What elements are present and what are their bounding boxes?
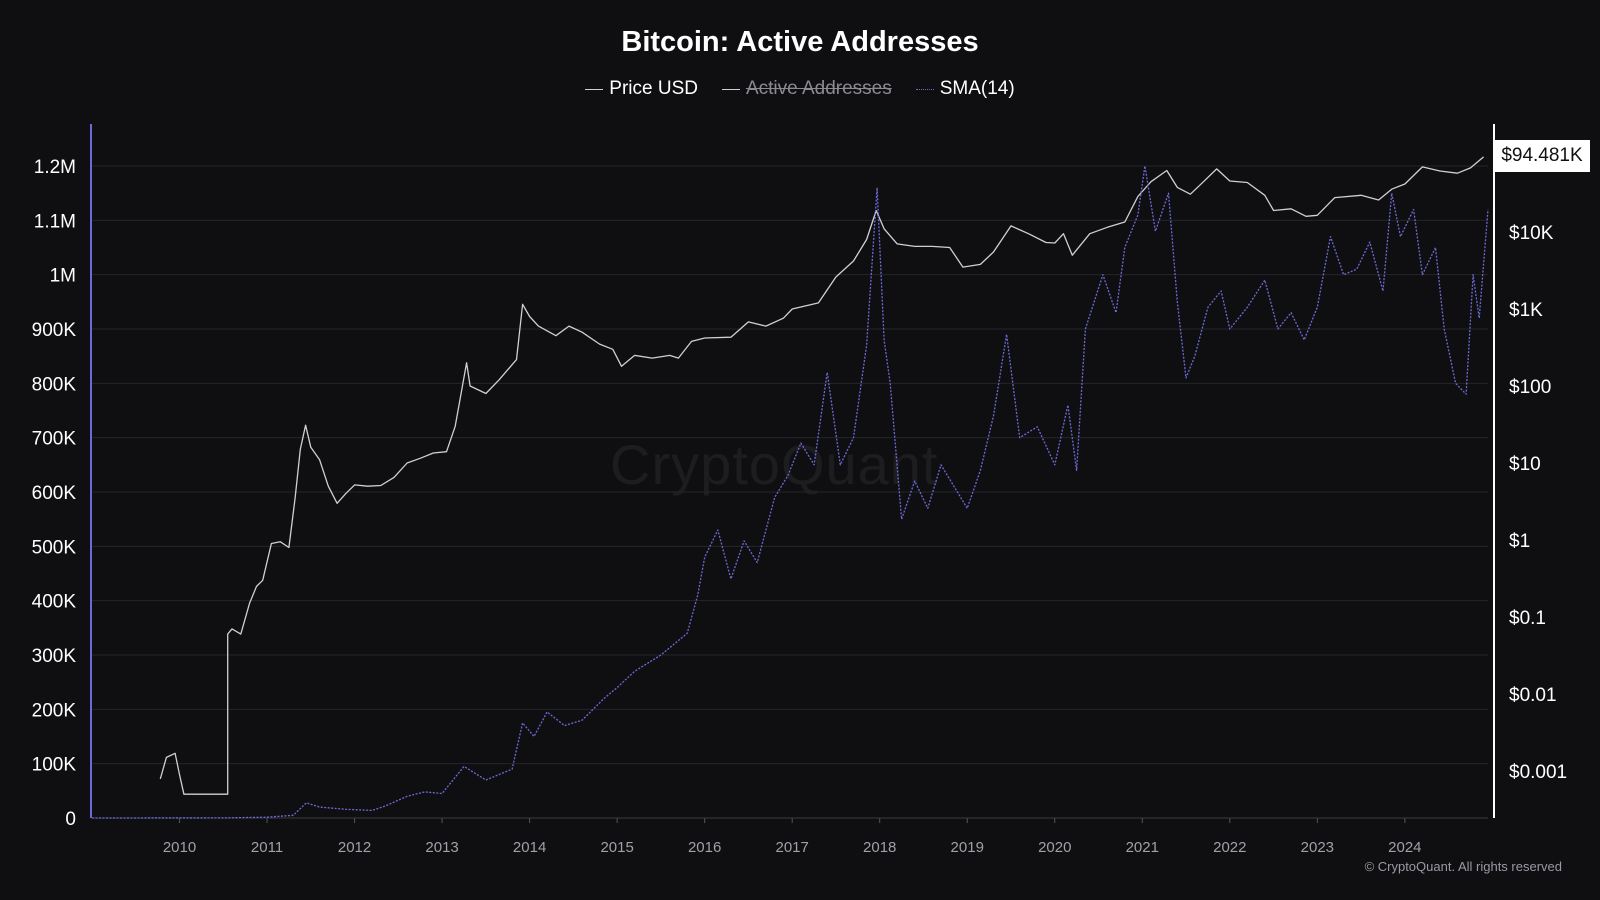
x-axis-tick-label: 2012	[338, 839, 371, 856]
legend: Price USD Active Addresses SMA(14)	[0, 78, 1600, 100]
left-axis-tick-label: 0	[65, 809, 76, 830]
right-axis-tick-label: $0.001	[1509, 762, 1567, 783]
left-axis-tick-label: 500K	[32, 537, 77, 558]
sma14-line	[91, 165, 1489, 819]
x-axis-tick-label: 2022	[1213, 839, 1246, 856]
left-axis-tick-label: 100K	[32, 755, 77, 776]
x-axis-tick-label: 2024	[1388, 839, 1421, 856]
price-usd-line	[159, 156, 1485, 795]
x-axis-tick-label: 2018	[863, 839, 896, 856]
legend-item-sma[interactable]: SMA(14)	[915, 78, 1015, 100]
x-axis-tick-label: 2013	[425, 839, 458, 856]
left-axis-tick-label: 700K	[32, 429, 77, 450]
x-axis-tick-label: 2011	[251, 839, 283, 856]
left-axis-tick-label: 1.2M	[34, 157, 76, 178]
x-axis-tick-label: 2015	[600, 839, 633, 856]
left-axis-tick-label: 1.1M	[34, 211, 76, 232]
x-axis-tick-label: 2019	[951, 839, 984, 856]
left-axis-tick-label: 900K	[32, 320, 77, 341]
right-axis-tick-label: $100	[1509, 377, 1551, 398]
legend-item-price-usd[interactable]: Price USD	[585, 78, 698, 100]
x-axis-tick-label: 2017	[776, 839, 809, 856]
right-axis-tick-label: $10K	[1509, 223, 1554, 244]
legend-swatch-price	[585, 88, 604, 90]
x-axis-tick-label: 2014	[513, 839, 546, 856]
left-axis-tick-label: 200K	[32, 700, 77, 721]
left-axis-tick-label: 400K	[32, 592, 77, 613]
left-axis-tick-label: 600K	[32, 483, 77, 504]
legend-swatch-active-addresses	[721, 88, 740, 90]
x-axis-tick-label: 2023	[1301, 839, 1334, 856]
legend-swatch-sma	[915, 88, 934, 90]
legend-label-active-addresses: Active Addresses	[745, 78, 892, 99]
right-axis-tick-label: $0.01	[1509, 685, 1557, 706]
watermark: CryptoQuant	[610, 433, 939, 496]
x-axis-tick-label: 2016	[688, 839, 721, 856]
current-price-badge: $94.481K	[1494, 140, 1590, 172]
x-axis-tick-label: 2021	[1126, 839, 1159, 856]
left-axis-tick-label: 300K	[32, 646, 77, 667]
left-axis-tick-label: 800K	[32, 374, 77, 395]
x-axis-tick-label: 2020	[1038, 839, 1071, 856]
legend-item-active-addresses[interactable]: Active Addresses	[721, 78, 892, 100]
left-axis-tick-label: 1M	[50, 266, 76, 287]
copyright-notice: © CryptoQuant. All rights reserved	[1364, 859, 1562, 874]
right-axis-tick-label: $1K	[1509, 300, 1543, 321]
chart-title: Bitcoin: Active Addresses	[621, 26, 979, 58]
right-axis-tick-label: $0.1	[1509, 608, 1546, 629]
legend-label-sma: SMA(14)	[939, 78, 1015, 99]
right-axis-tick-label: $10	[1509, 454, 1541, 475]
x-axis-tick-label: 2010	[163, 839, 196, 856]
legend-label-price: Price USD	[609, 78, 698, 99]
right-axis-tick-label: $1	[1509, 531, 1530, 552]
